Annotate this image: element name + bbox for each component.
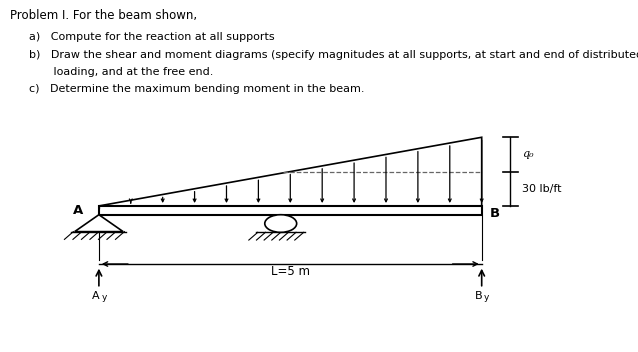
Text: A: A	[92, 291, 100, 301]
Text: A: A	[73, 204, 83, 217]
Text: a)   Compute for the reaction at all supports: a) Compute for the reaction at all suppo…	[29, 32, 274, 42]
Text: 30 lb/ft: 30 lb/ft	[522, 184, 561, 194]
Circle shape	[265, 215, 297, 232]
Text: q₀: q₀	[522, 150, 533, 159]
Text: B: B	[475, 291, 482, 301]
Text: c)   Determine the maximum bending moment in the beam.: c) Determine the maximum bending moment …	[29, 84, 364, 94]
Text: y: y	[101, 293, 107, 302]
Polygon shape	[75, 215, 123, 232]
Text: B: B	[489, 207, 500, 220]
Text: Problem I. For the beam shown,: Problem I. For the beam shown,	[10, 9, 197, 22]
Text: b)   Draw the shear and moment diagrams (specify magnitudes at all supports, at : b) Draw the shear and moment diagrams (s…	[29, 50, 638, 60]
Text: loading, and at the free end.: loading, and at the free end.	[29, 67, 213, 77]
Bar	[99, 206, 482, 215]
Text: L=5 m: L=5 m	[271, 265, 310, 278]
Text: y: y	[484, 293, 489, 302]
